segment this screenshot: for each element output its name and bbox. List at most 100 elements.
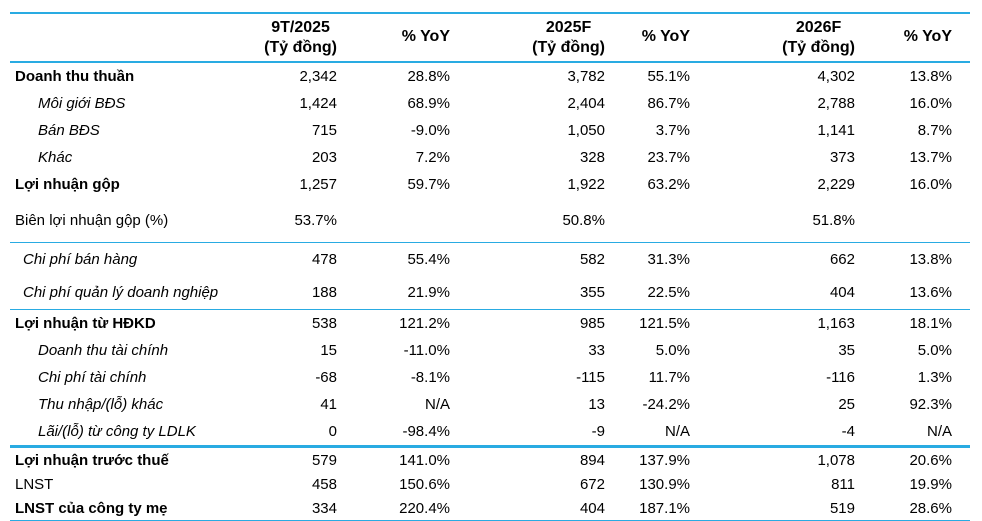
row-label: Biên lợi nhuận gộp (%) — [15, 211, 169, 229]
table-row: Lợi nhuận trước thuế 579 141.0% 894 137.9% 1,… — [10, 445, 970, 472]
table-header-row: 9T/2025 (Tỷ đồng) % YoY 2025F (Tỷ đồng) … — [10, 13, 970, 63]
column-header-yoy-2: % YoY — [605, 13, 690, 63]
financial-table-wrap: 9T/2025 (Tỷ đồng) % YoY 2025F (Tỷ đồng) … — [10, 12, 970, 521]
value-cell: 51.8% — [812, 211, 855, 229]
row-label: Lợi nhuận từ HĐKD — [10, 309, 235, 337]
value-cell: 13.7% — [909, 149, 952, 166]
table-row: Chi phí bán hàng 478 55.4% 582 31.3% 662 13.8% — [10, 242, 970, 276]
table-header: 9T/2025 (Tỷ đồng) % YoY 2025F (Tỷ đồng) … — [10, 13, 970, 63]
financial-table: 9T/2025 (Tỷ đồng) % YoY 2025F (Tỷ đồng) … — [10, 12, 970, 521]
value-cell: N/A — [424, 396, 450, 413]
value-cell: 5.0% — [655, 342, 690, 359]
value-cell: 137.9% — [605, 445, 690, 472]
value-cell: N/A — [926, 423, 952, 440]
period-header: 9T/2025 (Tỷ đồng) — [264, 18, 337, 57]
value-cell: 0 — [328, 423, 337, 440]
value-cell: 203 — [311, 149, 337, 166]
row-label: Bán BĐS — [38, 122, 100, 139]
period-label: 9T/2025 — [271, 18, 330, 36]
value-cell: 121.5% — [605, 309, 690, 337]
value-cell: 672 — [579, 475, 605, 493]
value-cell: 334 — [311, 499, 337, 517]
value-cell: 3.7% — [655, 122, 690, 139]
value-cell: 11.7% — [648, 369, 690, 386]
value-cell: 31.3% — [605, 242, 690, 276]
table-row: Bán BĐS 715 -9.0% 1,050 3.7% 1,141 8.7% — [10, 117, 970, 144]
value-cell: -68 — [315, 369, 337, 386]
column-header-yoy-1: % YoY — [337, 13, 450, 63]
value-cell: 18.1% — [855, 309, 970, 337]
value-cell: 41 — [320, 396, 337, 413]
row-label: Chi phí bán hàng — [10, 242, 235, 276]
value-cell: 2,229 — [817, 176, 855, 193]
value-cell: -116 — [826, 369, 855, 386]
value-cell: 220.4% — [399, 499, 450, 517]
value-cell: 130.9% — [639, 475, 690, 493]
value-cell: -98.4% — [402, 423, 450, 440]
value-cell: 662 — [690, 242, 855, 276]
row-label: LNST của công ty mẹ — [15, 499, 168, 517]
value-cell — [337, 198, 450, 243]
value-cell: 5.0% — [917, 342, 952, 359]
table-row: Khác 203 7.2% 328 23.7% 373 13.7% — [10, 144, 970, 171]
value-cell: 25 — [838, 396, 855, 413]
value-cell: 715 — [311, 122, 337, 139]
period-label: 2026F — [795, 18, 842, 36]
value-cell: 20.6% — [855, 445, 970, 472]
value-cell — [855, 198, 970, 243]
value-cell: 35 — [838, 342, 855, 359]
table-row: Biên lợi nhuận gộp (%) 53.7% 50.8% 51.8% — [10, 198, 970, 243]
value-cell: 15 — [320, 342, 337, 359]
table-row: Lợi nhuận gộp 1,257 59.7% 1,922 63.2% 2,229 16… — [10, 171, 970, 198]
value-cell: 68.9% — [407, 95, 450, 112]
value-cell: 16.0% — [909, 176, 952, 193]
table-row: LNST 458 150.6% 672 130.9% 811 19.9% — [10, 472, 970, 496]
value-cell: 55.4% — [337, 242, 450, 276]
value-cell: 121.2% — [337, 309, 450, 337]
value-cell: 1.3% — [917, 369, 952, 386]
period-unit: (Tỷ đồng) — [782, 38, 855, 56]
period-header: 2026F (Tỷ đồng) — [782, 18, 855, 57]
column-header-yoy-3: % YoY — [855, 13, 970, 63]
row-label: Lợi nhuận trước thuế — [10, 445, 235, 472]
value-cell: 985 — [450, 309, 605, 337]
value-cell: 33 — [588, 342, 605, 359]
value-cell: 92.3% — [909, 396, 952, 413]
period-unit: (Tỷ đồng) — [264, 38, 337, 56]
value-cell: 373 — [829, 149, 855, 166]
column-header-2026f: 2026F (Tỷ đồng) — [690, 13, 855, 63]
value-cell: 50.8% — [562, 211, 605, 229]
value-cell: 1,050 — [567, 122, 605, 139]
value-cell: 519 — [829, 499, 855, 517]
table-body: Doanh thu thuần 2,342 28.8% 3,782 55.1% 4,302… — [10, 62, 970, 521]
value-cell: 13.8% — [855, 242, 970, 276]
period-header: 2025F (Tỷ đồng) — [532, 18, 605, 57]
row-label: Khác — [38, 149, 73, 166]
table-row: Doanh thu tài chính 15 -11.0% 33 5.0% 35 5.0% — [10, 337, 970, 364]
value-cell: 1,257 — [299, 176, 337, 193]
value-cell: 404 — [829, 284, 855, 301]
table-row: Doanh thu thuần 2,342 28.8% 3,782 55.1% 4,302… — [10, 62, 970, 90]
row-label: Chi phí quản lý doanh nghiệp — [23, 284, 219, 301]
row-label: Chi phí tài chính — [38, 369, 147, 386]
row-label: Doanh thu thuần — [15, 68, 135, 85]
value-cell: 187.1% — [639, 499, 690, 517]
value-cell — [605, 198, 690, 243]
column-header-9t-2025: 9T/2025 (Tỷ đồng) — [235, 13, 337, 63]
table-row: Môi giới BĐS 1,424 68.9% 2,404 86.7% 2,788 16.… — [10, 90, 970, 117]
table-row: LNST của công ty mẹ 334 220.4% 404 187.1% 519… — [10, 496, 970, 521]
value-cell: 579 — [235, 445, 337, 472]
table-row: Lợi nhuận từ HĐKD 538 121.2% 985 121.5% 1,163… — [10, 309, 970, 337]
value-cell: 2,342 — [299, 68, 337, 85]
value-cell: -9 — [591, 423, 605, 440]
table-row: Thu nhập/(lỗ) khác 41 N/A 13 -24.2% 25 92.3% — [10, 391, 970, 418]
value-cell: 458 — [311, 475, 337, 493]
value-cell: 1,141 — [817, 122, 855, 139]
value-cell: N/A — [664, 423, 690, 440]
value-cell: 3,782 — [567, 68, 605, 85]
value-cell: 582 — [450, 242, 605, 276]
row-label: Lợi nhuận gộp — [15, 176, 120, 193]
value-cell: 1,163 — [690, 309, 855, 337]
value-cell: 404 — [579, 499, 605, 517]
